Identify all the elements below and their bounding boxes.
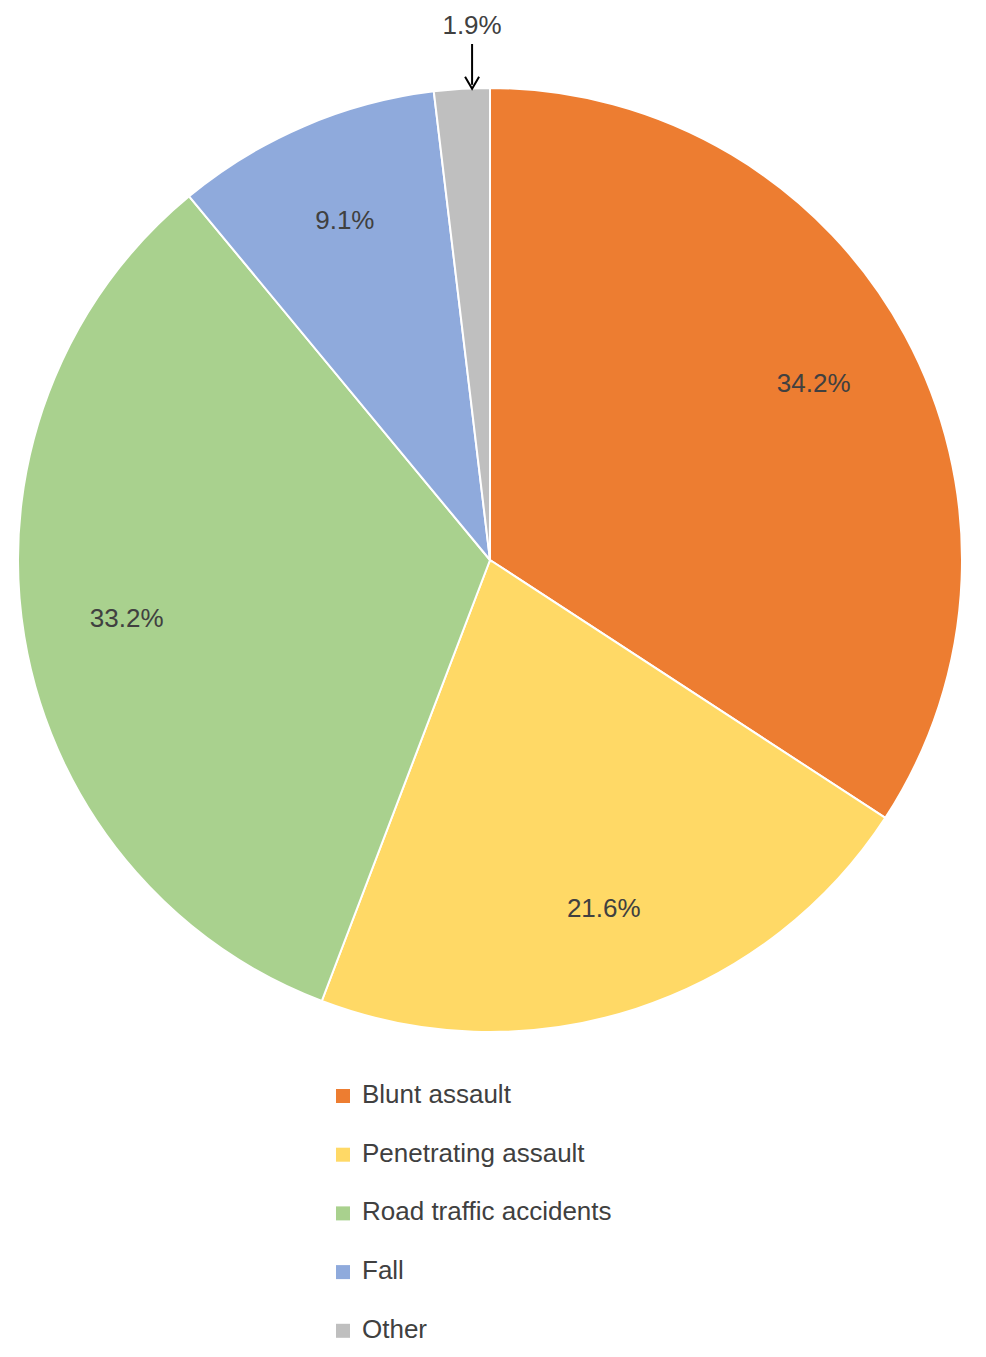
legend: Blunt assault Penetrating assault Road tra… bbox=[336, 1079, 612, 1344]
data-label: 21.6% bbox=[567, 893, 641, 923]
legend-label: Penetrating assault bbox=[362, 1138, 585, 1168]
leader-arrowhead bbox=[465, 77, 479, 89]
legend-label: Road traffic accidents bbox=[362, 1196, 612, 1226]
slices bbox=[18, 88, 962, 1032]
data-label: 34.2% bbox=[777, 368, 851, 398]
chart: 34.2% 21.6% 33.2% 9.1% 1.9% Blunt assault Pene… bbox=[0, 0, 986, 1357]
legend-label: Blunt assault bbox=[362, 1079, 512, 1109]
legend-swatch bbox=[336, 1206, 350, 1220]
legend-label: Fall bbox=[362, 1255, 404, 1285]
legend-swatch bbox=[336, 1089, 350, 1103]
legend-swatch bbox=[336, 1265, 350, 1279]
pie-slice bbox=[434, 88, 490, 560]
legend-label: Other bbox=[362, 1314, 427, 1344]
data-label: 9.1% bbox=[315, 205, 374, 235]
data-labels: 34.2% 21.6% 33.2% 9.1% 1.9% bbox=[90, 10, 851, 923]
legend-swatch bbox=[336, 1324, 350, 1338]
legend-swatch bbox=[336, 1148, 350, 1162]
background bbox=[0, 0, 986, 1357]
leader-arrow bbox=[471, 44, 473, 85]
data-label: 33.2% bbox=[90, 603, 164, 633]
data-label: 1.9% bbox=[442, 10, 501, 40]
